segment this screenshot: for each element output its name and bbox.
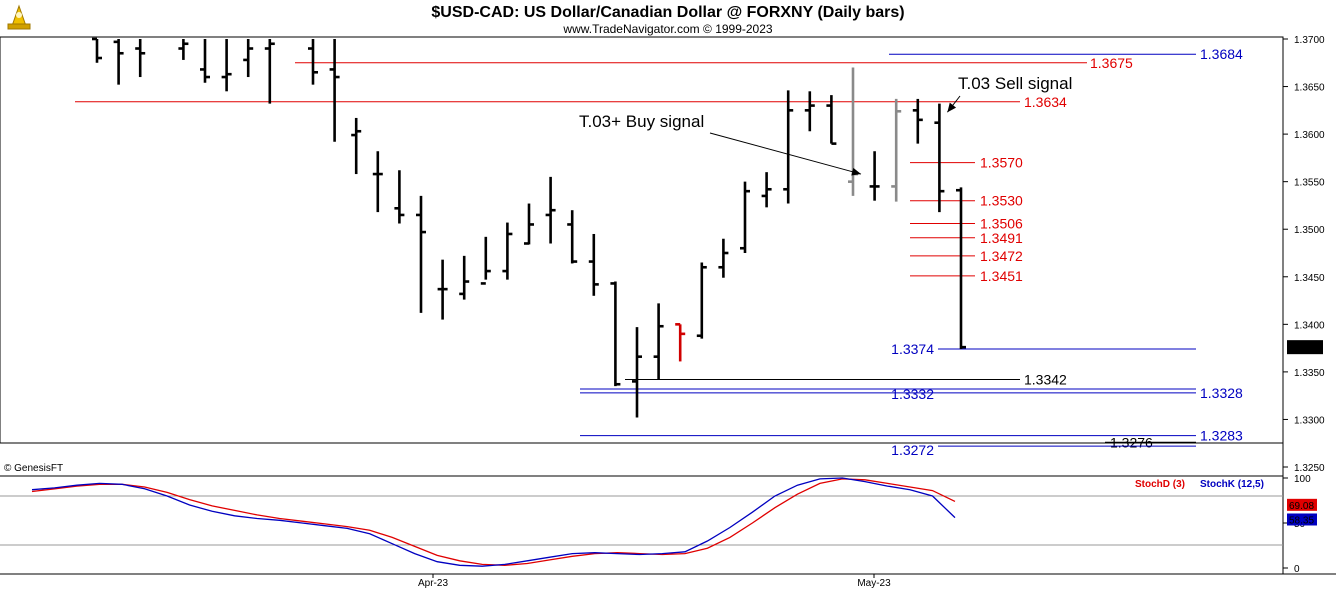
level-label-15: 1.3272	[891, 442, 934, 458]
last-price-label: 1.3376	[1289, 343, 1320, 354]
stoch-d-legend: StochD (3)	[1135, 479, 1185, 490]
level-label-1: 1.3675	[1090, 55, 1133, 71]
level-label-5: 1.3506	[980, 216, 1023, 232]
level-label-4: 1.3530	[980, 193, 1023, 209]
price-tick-label-6: 1.3400	[1294, 320, 1325, 331]
level-label-12: 1.3328	[1200, 385, 1243, 401]
level-label-6: 1.3491	[980, 230, 1023, 246]
stoch-d-value-box	[1287, 498, 1317, 511]
copyright-label: © GenesisFT	[4, 463, 63, 474]
annotation-arrowhead-1	[947, 102, 957, 113]
stoch-k-value: 58.35	[1289, 515, 1314, 526]
level-label-0: 1.3684	[1200, 46, 1243, 62]
annotation-arrowhead-0	[851, 167, 861, 176]
level-label-9: 1.3374	[891, 341, 934, 357]
level-label-2: 1.3634	[1024, 94, 1067, 110]
stoch-k-legend: StochK (12,5)	[1200, 479, 1264, 490]
level-label-11: 1.3332	[891, 386, 934, 402]
stoch-k-line	[31, 477, 956, 567]
annotation-text-1: T.03 Sell signal	[958, 74, 1072, 93]
price-axis: 1.3700 1.3650 1.3600 1.3550 1.3500 1.3450 1.34…	[1283, 35, 1325, 474]
stoch-tick-label-2: 0	[1294, 564, 1300, 575]
stoch-k-value-box	[1287, 513, 1317, 526]
stoch-d-value: 69.08	[1289, 501, 1314, 512]
price-tick-label-9: 1.3250	[1294, 463, 1325, 474]
level-label-14: 1.3276	[1110, 434, 1153, 450]
price-tick-label-3: 1.3550	[1294, 178, 1325, 189]
price-tick-label-0: 1.3700	[1294, 35, 1325, 46]
level-label-3: 1.3570	[980, 155, 1023, 171]
stoch-d-line	[31, 478, 956, 566]
chart-title: $USD-CAD: US Dollar/Canadian Dollar @ FO…	[431, 4, 904, 21]
price-tick-label-5: 1.3450	[1294, 273, 1325, 284]
last-price-box	[1287, 340, 1323, 355]
price-tick-label-4: 1.3500	[1294, 225, 1325, 236]
level-label-7: 1.3472	[980, 248, 1023, 264]
level-label-13: 1.3283	[1200, 428, 1243, 444]
price-tick-label-8: 1.3300	[1294, 415, 1325, 426]
time-tick-label-1: May-23	[857, 578, 891, 589]
price-tick-label-1: 1.3650	[1294, 83, 1325, 94]
price-levels: 1.36841.36751.36341.35701.35301.35061.34…	[75, 46, 1243, 458]
stoch-tick-label-0: 100	[1294, 474, 1311, 485]
price-tick-label-7: 1.3350	[1294, 368, 1325, 379]
genesis-logo-icon	[7, 4, 31, 30]
price-tick-label-2: 1.3600	[1294, 130, 1325, 141]
price-bars	[92, 37, 966, 418]
signal-annotations: T.03+ Buy signal T.03 Sell signal	[579, 74, 1072, 176]
chart-subtitle: www.TradeNavigator.com © 1999-2023	[562, 22, 772, 36]
annotation-text-0: T.03+ Buy signal	[579, 112, 704, 131]
price-panel	[0, 36, 1284, 444]
level-label-8: 1.3451	[980, 268, 1023, 284]
time-axis: Apr-23 May-23	[418, 574, 891, 589]
level-label-10: 1.3342	[1024, 371, 1067, 387]
annotation-line-0	[709, 132, 862, 175]
time-tick-label-0: Apr-23	[418, 578, 448, 589]
